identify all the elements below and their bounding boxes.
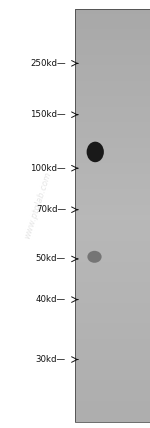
Bar	[75, 158, 150, 163]
Bar	[75, 334, 150, 339]
Bar	[75, 365, 150, 370]
Bar	[75, 267, 150, 272]
Bar	[75, 112, 150, 117]
Bar	[75, 189, 150, 194]
Bar	[75, 169, 150, 174]
Bar	[75, 220, 150, 226]
Text: 50kd—: 50kd—	[36, 254, 66, 264]
Bar	[75, 199, 150, 205]
Bar	[75, 318, 150, 324]
Bar	[75, 107, 150, 112]
Bar	[75, 138, 150, 143]
Bar	[75, 256, 150, 262]
Bar	[75, 236, 150, 241]
Bar	[75, 153, 150, 158]
Bar	[75, 324, 150, 329]
Bar	[75, 313, 150, 318]
Bar	[75, 14, 150, 19]
Bar	[75, 39, 150, 45]
Bar	[75, 24, 150, 29]
Bar	[75, 34, 150, 39]
Bar	[75, 262, 150, 267]
Bar	[75, 19, 150, 24]
Bar	[75, 174, 150, 179]
Bar	[75, 303, 150, 308]
Bar	[75, 205, 150, 210]
Bar	[75, 60, 150, 65]
Bar	[75, 272, 150, 277]
Bar	[75, 215, 150, 220]
Bar	[75, 29, 150, 34]
Bar	[75, 375, 150, 380]
Bar	[75, 231, 150, 236]
Bar	[75, 329, 150, 334]
Text: 150kd—: 150kd—	[30, 110, 66, 119]
Bar	[75, 65, 150, 71]
Bar	[75, 9, 150, 422]
Ellipse shape	[87, 251, 102, 263]
Bar	[75, 282, 150, 287]
Bar	[75, 277, 150, 282]
Bar	[75, 50, 150, 55]
Bar	[75, 339, 150, 344]
Bar	[75, 360, 150, 365]
Bar	[75, 163, 150, 169]
Text: 70kd—: 70kd—	[36, 205, 66, 214]
Text: 30kd—: 30kd—	[36, 355, 66, 364]
Bar	[75, 86, 150, 91]
Bar	[75, 246, 150, 251]
Bar	[75, 406, 150, 411]
Bar	[75, 133, 150, 138]
Text: www.ptglab.com: www.ptglab.com	[22, 171, 53, 240]
Bar	[75, 55, 150, 60]
Bar	[75, 386, 150, 391]
Bar	[75, 226, 150, 231]
Bar	[75, 308, 150, 313]
Bar	[75, 9, 150, 14]
Bar	[75, 251, 150, 256]
Bar	[75, 354, 150, 360]
Bar	[75, 76, 150, 81]
Bar	[75, 184, 150, 189]
Bar	[75, 416, 150, 422]
Bar	[75, 122, 150, 127]
Bar	[75, 344, 150, 349]
Bar	[75, 81, 150, 86]
Bar	[75, 91, 150, 96]
Bar	[75, 380, 150, 386]
Text: 40kd—: 40kd—	[36, 295, 66, 304]
Bar	[75, 411, 150, 416]
Bar	[75, 117, 150, 122]
Bar	[75, 194, 150, 199]
Bar	[75, 210, 150, 215]
Bar	[75, 179, 150, 184]
Bar	[75, 143, 150, 148]
Bar	[75, 391, 150, 396]
Bar	[75, 45, 150, 50]
Bar	[75, 298, 150, 303]
Bar	[75, 96, 150, 101]
Bar	[75, 127, 150, 133]
Bar	[75, 101, 150, 107]
Text: 250kd—: 250kd—	[30, 59, 66, 68]
Bar	[75, 241, 150, 246]
Bar	[75, 148, 150, 153]
Bar	[75, 71, 150, 76]
Text: 100kd—: 100kd—	[30, 163, 66, 173]
Bar	[75, 401, 150, 406]
Bar	[75, 370, 150, 375]
Ellipse shape	[87, 142, 104, 162]
Bar	[75, 349, 150, 354]
Bar	[75, 292, 150, 298]
Bar	[75, 396, 150, 401]
Bar	[75, 287, 150, 292]
